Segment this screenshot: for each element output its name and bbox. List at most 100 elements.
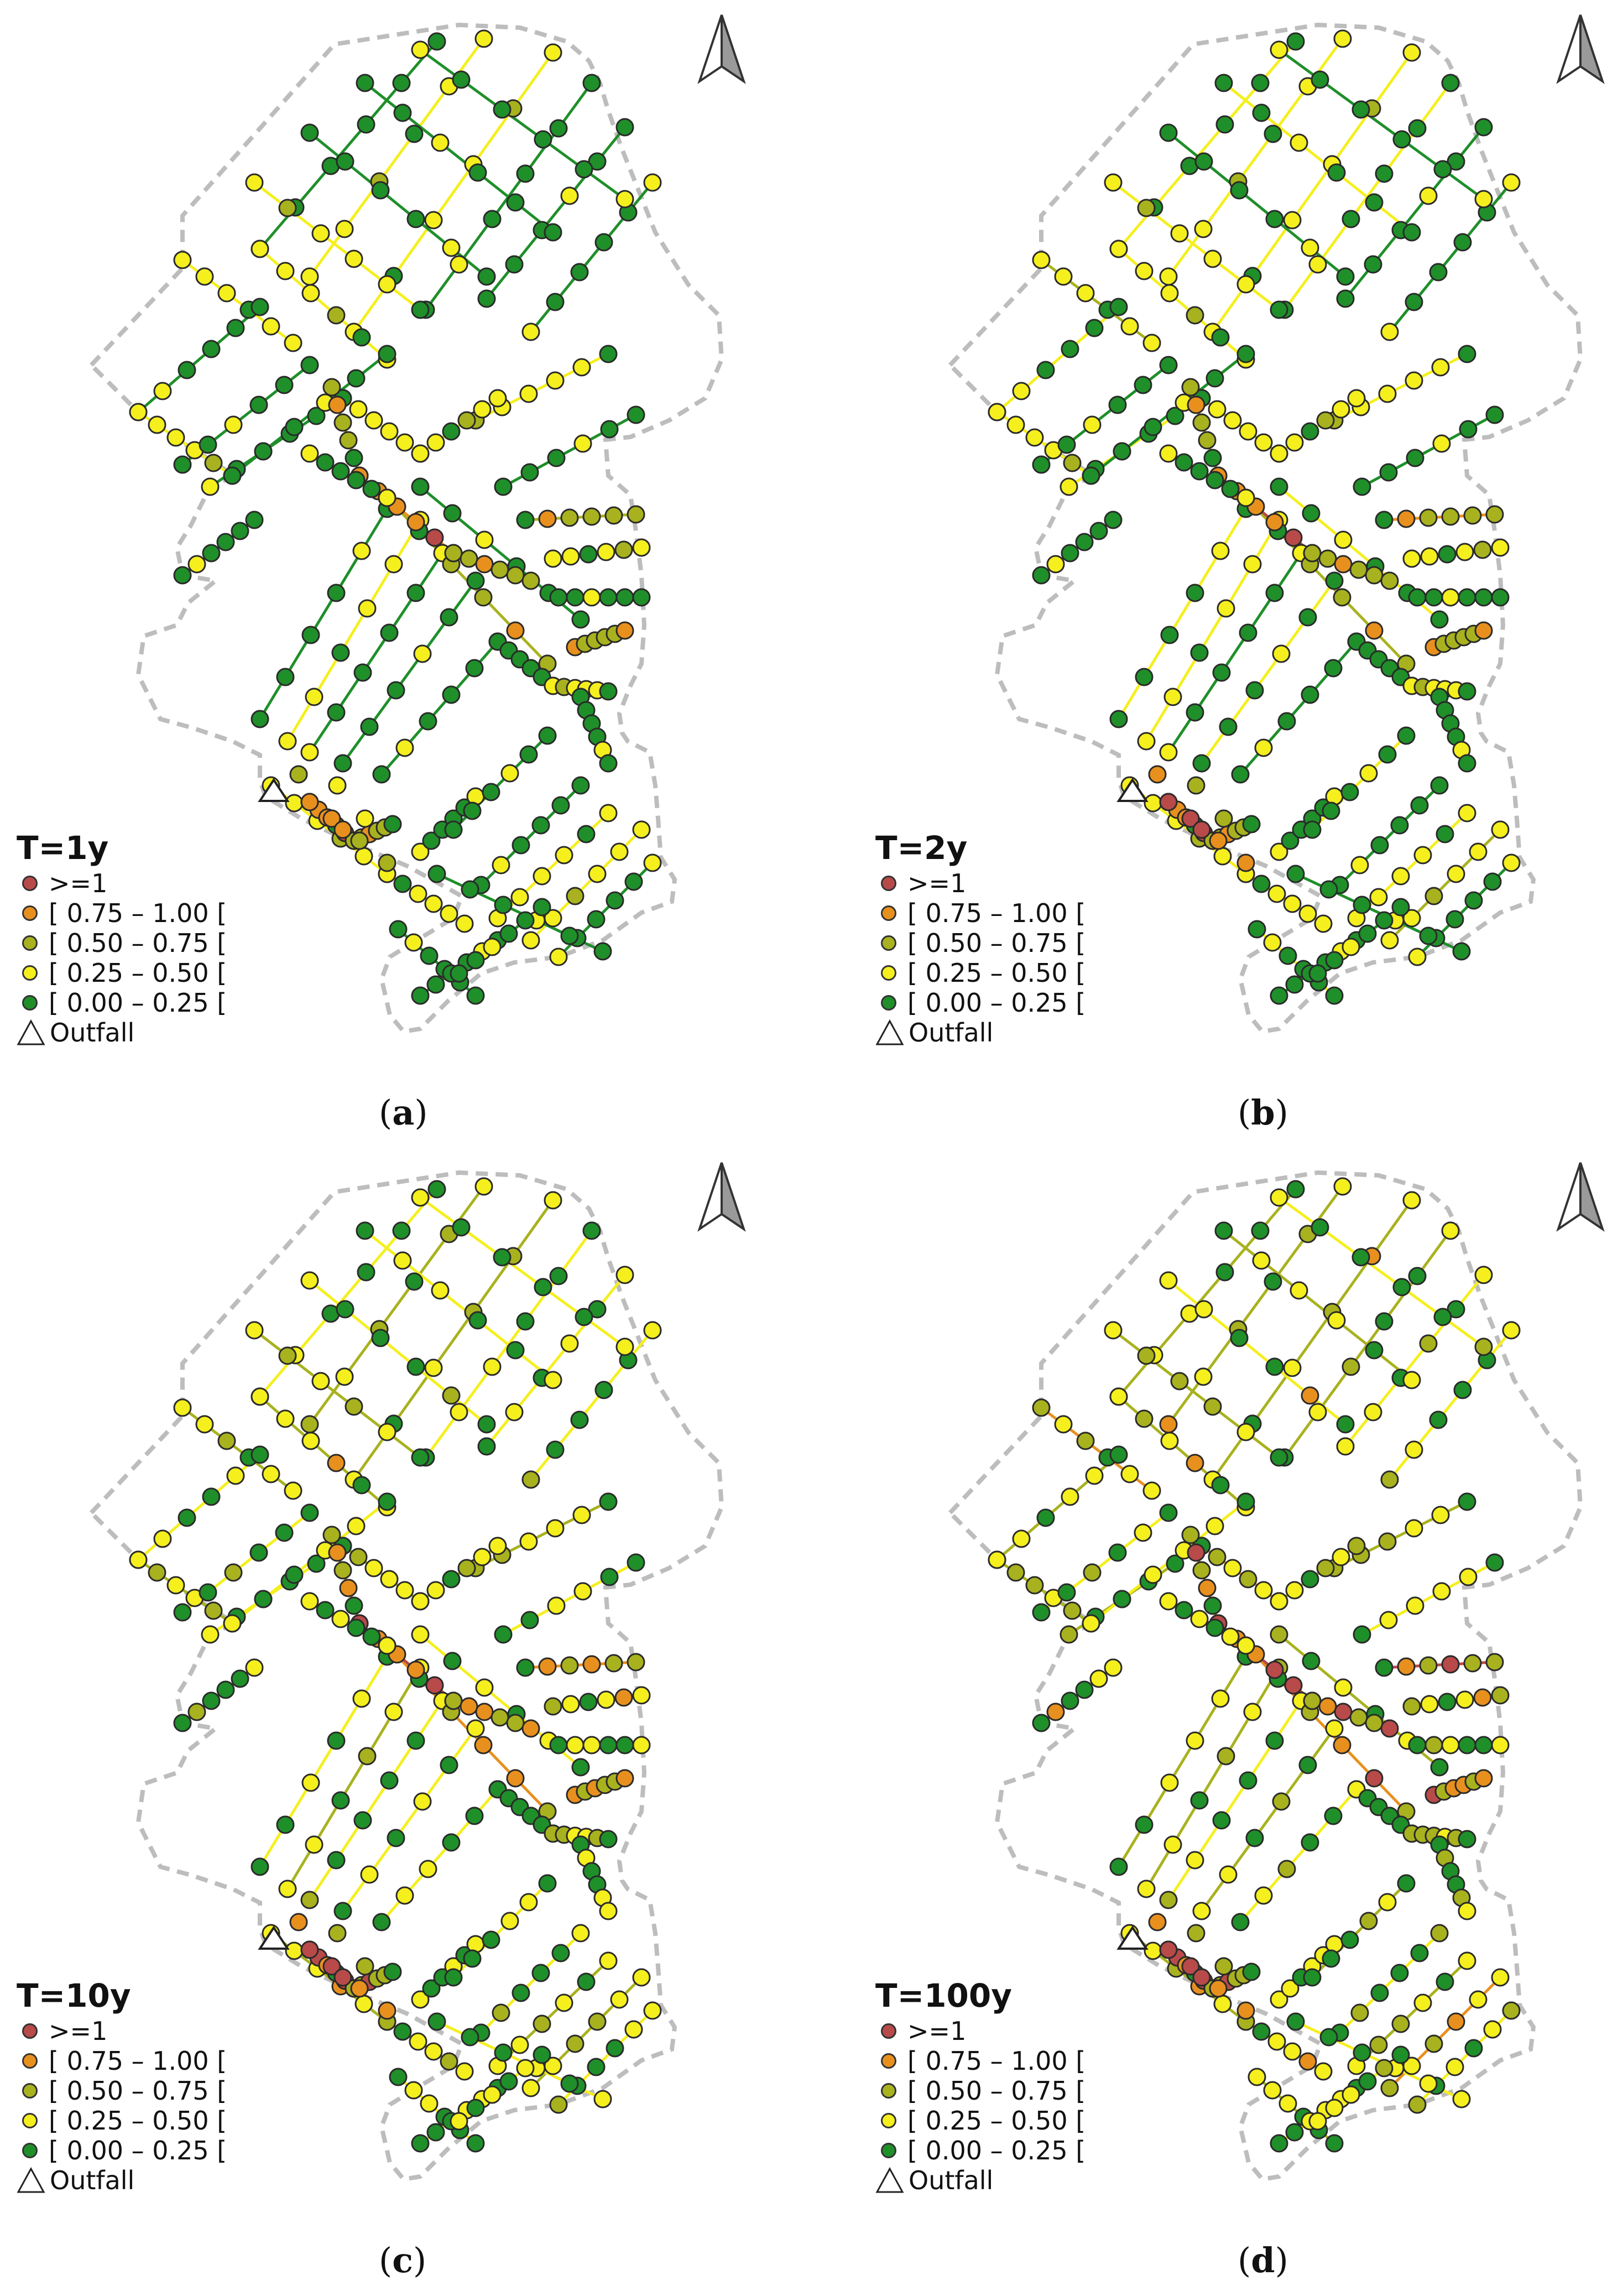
manhole-node xyxy=(582,1655,601,1674)
manhole-node xyxy=(1251,74,1270,92)
manhole-node xyxy=(276,1409,295,1428)
manhole-node xyxy=(538,726,557,745)
pipe-segment xyxy=(1223,1230,1413,1381)
manhole-node xyxy=(1137,1346,1156,1365)
manhole-node xyxy=(378,488,396,507)
pipe-segment xyxy=(1389,1329,1512,1481)
manhole-node xyxy=(173,566,192,585)
manhole-node xyxy=(1036,1508,1055,1527)
manhole-node xyxy=(1170,224,1189,243)
legend-item-outfall: Outfall xyxy=(17,2165,227,2195)
manhole-node xyxy=(482,1930,500,1949)
manhole-node xyxy=(424,894,443,913)
manhole-node xyxy=(510,888,529,907)
manhole-node xyxy=(1159,1503,1178,1522)
manhole-node xyxy=(521,931,540,950)
manhole-node xyxy=(327,703,346,722)
manhole-node xyxy=(599,1902,618,1920)
manhole-node xyxy=(409,884,427,903)
legend-item-outfall: Outfall xyxy=(17,1018,227,1048)
manhole-node xyxy=(463,801,482,820)
manhole-node xyxy=(406,210,425,228)
manhole-node xyxy=(519,1532,538,1551)
manhole-node xyxy=(166,428,185,447)
manhole-node xyxy=(395,433,414,452)
north-arrow-icon xyxy=(1556,14,1605,84)
manhole-node xyxy=(1203,1397,1222,1416)
manhole-node xyxy=(473,1548,492,1566)
manhole-node xyxy=(333,1561,352,1580)
manhole-node xyxy=(1270,40,1288,59)
manhole-node xyxy=(1211,1689,1230,1708)
manhole-node xyxy=(392,1221,411,1240)
manhole-node xyxy=(988,1550,1006,1569)
manhole-node xyxy=(1298,1756,1317,1774)
manhole-node xyxy=(1134,1523,1152,1542)
legend-item: [ 0.25 – 0.50 [ xyxy=(875,2106,1086,2136)
manhole-node xyxy=(1217,599,1235,618)
manhole-node xyxy=(427,2012,446,2031)
manhole-node xyxy=(352,1689,371,1708)
manhole-node xyxy=(1192,820,1211,839)
manhole-node xyxy=(1144,418,1162,436)
manhole-node xyxy=(1390,1964,1409,1982)
manhole-node xyxy=(328,1924,347,1943)
manhole-node xyxy=(519,745,538,764)
manhole-node xyxy=(333,754,352,773)
legend-swatch xyxy=(881,2143,896,2158)
legend-label: [ 0.00 – 0.25 [ xyxy=(907,988,1086,1018)
manhole-node xyxy=(354,847,373,866)
manhole-node xyxy=(360,717,379,736)
manhole-node xyxy=(411,2134,430,2153)
legend-swatch xyxy=(881,876,896,891)
manhole-node xyxy=(1190,1610,1209,1628)
manhole-node xyxy=(1236,2001,1255,2020)
legend-swatch xyxy=(22,2053,38,2069)
manhole-node xyxy=(1272,644,1291,663)
manhole-node xyxy=(643,173,662,192)
manhole-node xyxy=(500,1912,519,1930)
manhole-node xyxy=(516,911,535,930)
manhole-node xyxy=(1270,1990,1288,2009)
manhole-node xyxy=(1159,444,1178,463)
legend-label: [ 0.25 – 0.50 [ xyxy=(49,958,227,988)
manhole-node xyxy=(395,1886,414,1905)
manhole-node xyxy=(389,920,408,939)
manhole-node xyxy=(187,1703,206,1721)
legend-item: [ 0.25 – 0.50 [ xyxy=(17,958,227,988)
manhole-node xyxy=(349,1548,368,1566)
manhole-node xyxy=(1402,549,1421,568)
manhole-node xyxy=(599,345,618,363)
manhole-node xyxy=(1215,1263,1234,1282)
manhole-node xyxy=(516,2059,535,2078)
manhole-node xyxy=(1325,2134,1344,2153)
manhole-node xyxy=(1213,1995,1232,2013)
legend-title: T=100y xyxy=(875,1977,1013,2014)
legend-label: [ 0.50 – 0.75 [ xyxy=(907,928,1086,958)
manhole-node xyxy=(216,533,235,551)
manhole-node xyxy=(1190,1791,1209,1810)
manhole-node xyxy=(1325,1719,1344,1738)
manhole-node xyxy=(560,1656,579,1675)
manhole-node xyxy=(1375,1658,1394,1677)
legend-item: [ 0.75 – 1.00 [ xyxy=(875,2046,1086,2076)
manhole-node xyxy=(1134,376,1152,394)
manhole-node xyxy=(393,103,412,122)
manhole-node xyxy=(570,1410,589,1429)
manhole-node xyxy=(1186,584,1204,602)
manhole-node xyxy=(1353,477,1371,496)
manhole-node xyxy=(1453,233,1472,252)
manhole-node xyxy=(1303,544,1322,563)
legend: T=1y >=1[ 0.75 – 1.00 [[ 0.50 – 0.75 [[ … xyxy=(17,830,227,1048)
manhole-node xyxy=(300,1891,319,1909)
manhole-node xyxy=(285,418,304,436)
manhole-node xyxy=(610,1990,629,2009)
manhole-node xyxy=(1286,1180,1305,1199)
manhole-node xyxy=(1308,2112,1327,2131)
manhole-node xyxy=(627,405,645,424)
manhole-node xyxy=(1060,1625,1078,1644)
manhole-node xyxy=(1380,1470,1399,1489)
manhole-node xyxy=(372,1913,391,1931)
manhole-node xyxy=(1325,571,1344,590)
manhole-node xyxy=(1332,1548,1350,1566)
